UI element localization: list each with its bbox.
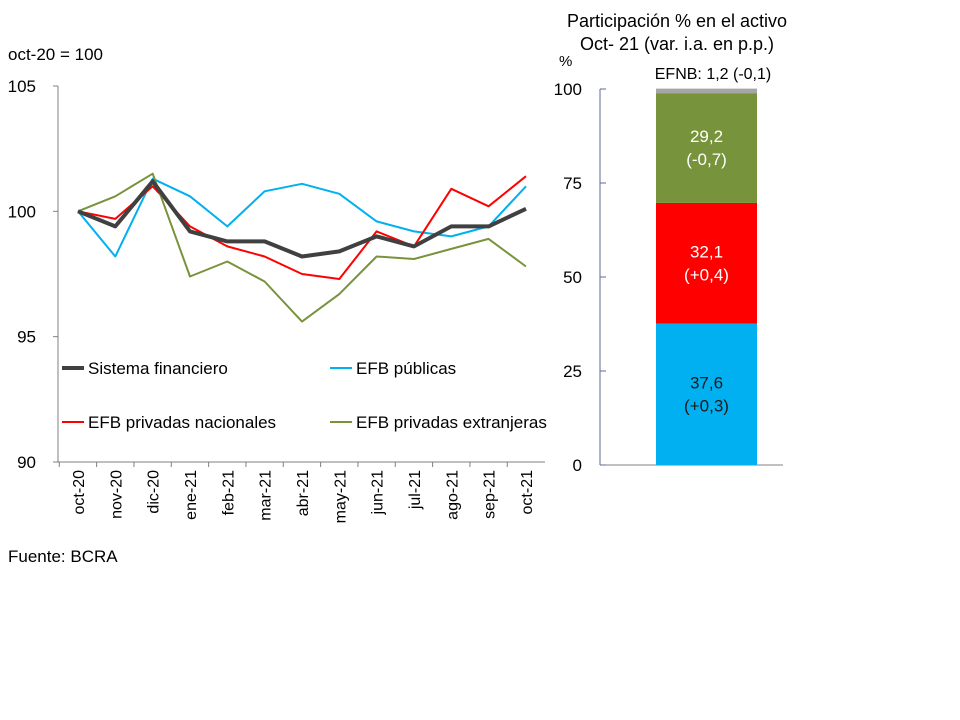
legend-label: EFB públicas [356,359,456,378]
bar-change-label: (+0,4) [684,265,729,284]
bar-change-label: (-0,7) [686,150,727,169]
legend-label: EFB privadas nacionales [88,413,276,432]
bar-segment-efb-privadas-nacionales [656,202,757,324]
bar-value-label: 29,2 [690,127,723,146]
y-tick-label: 0 [573,456,582,475]
x-tick-label: oct-21 [519,470,536,515]
bar-change-label: (+0,3) [684,396,729,415]
x-tick-label: dic-20 [146,470,163,514]
x-tick-label: feb-21 [220,470,237,515]
source-note: Fuente: BCRA [8,547,118,566]
bar-value-label: 32,1 [690,242,723,261]
x-tick-label: jul-21 [407,470,424,510]
bar-segment-efb-privadas-extranjeras [656,93,757,203]
x-tick-label: sep-21 [482,470,499,519]
x-tick-label: nov-20 [108,470,125,519]
x-tick-label: oct-20 [71,470,88,515]
y-tick-label: 50 [563,268,582,287]
y-tick-label: 90 [17,453,36,472]
bar-value-label: 37,6 [690,373,723,392]
series-line-efb-públicas [77,177,527,258]
line-chart: 90 95 100 105 oct-20 nov-20 dic-20 ene-21 feb-21… [8,77,547,523]
legend-label: Sistema financiero [88,359,228,378]
stacked-bar-chart: 0 25 50 75 100 37,6 (+0,3) 32,1 (+0,4) 29,2 (-0,7)… [554,66,783,475]
bar-segment-efnb [656,88,757,94]
series-line-efb-privadas-extranjeras [77,172,527,323]
x-tick-label: ago-21 [444,470,461,520]
bar-segment-efb-públicas [656,323,757,465]
y-tick-label: 105 [8,77,36,96]
bar-annotation-efnb: EFNB: 1,2 (-0,1) [655,66,771,83]
series-line-efb-privadas-nacionales [77,175,527,280]
left-unit-label: oct-20 = 100 [8,45,103,64]
x-tick-label: jun-21 [370,470,387,516]
y-tick-label: 75 [563,174,582,193]
x-tick-label: mar-21 [258,470,275,521]
x-tick-label: may-21 [332,470,349,523]
y-tick-label: 95 [17,328,36,347]
right-title-line2: Oct- 21 (var. i.a. en p.p.) [580,34,774,54]
legend-label: EFB privadas extranjeras [356,413,547,432]
right-title-line1: Participación % en el activo [567,11,787,31]
y-tick-label: 25 [563,362,582,381]
y-tick-label: 100 [8,202,36,221]
series-line-sistema-financiero [77,179,527,259]
right-ylabel: % [559,53,572,70]
x-tick-label: abr-21 [295,470,312,516]
x-tick-label: ene-21 [183,470,200,520]
y-tick-label: 100 [554,80,582,99]
